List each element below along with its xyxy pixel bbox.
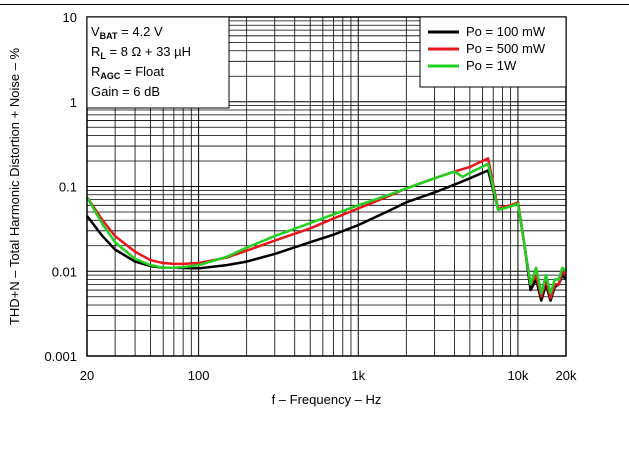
legend-label: Po = 500 mW <box>466 41 546 56</box>
y-tick-label: 10 <box>63 10 77 25</box>
y-tick-label: 0.01 <box>52 264 77 279</box>
y-tick-label: 1 <box>70 95 77 110</box>
plot-frame <box>86 16 567 357</box>
series-line-2 <box>85 157 567 300</box>
x-tick-labels: 20 100 1k 10k 20k <box>80 368 577 383</box>
condition-line: RAGC = Float <box>91 64 164 81</box>
y-tick-label: 0.1 <box>59 180 77 195</box>
x-tick-label: 20k <box>556 368 577 383</box>
condition-line: RL = 8 Ω + 33 µH <box>91 44 191 61</box>
condition-line: VBAT = 4.2 V <box>91 24 163 41</box>
top-rule <box>0 4 629 5</box>
conditions-box: VBAT = 4.2 V RL = 8 Ω + 33 µH RAGC = Float… <box>86 16 230 109</box>
y-tick-label: 0.001 <box>44 349 77 364</box>
x-tick-label: 10k <box>507 368 528 383</box>
x-tick-label: 100 <box>188 368 210 383</box>
x-axis-label: f – Frequency – Hz <box>272 392 382 407</box>
legend-label: Po = 1W <box>466 58 517 73</box>
y-axis-label: THD+N – Total Harmonic Distortion + Nois… <box>7 47 22 325</box>
legend-label: Po = 100 mW <box>466 24 546 39</box>
legend: Po = 100 mW Po = 500 mW Po = 1W <box>419 16 567 88</box>
series-line-3 <box>85 162 567 295</box>
condition-line: Gain = 6 dB <box>91 84 160 99</box>
x-tick-label: 20 <box>80 368 94 383</box>
series-lines <box>85 157 567 302</box>
y-tick-labels: 0.001 0.01 0.1 1 10 <box>44 10 77 364</box>
x-tick-label: 1k <box>351 368 365 383</box>
